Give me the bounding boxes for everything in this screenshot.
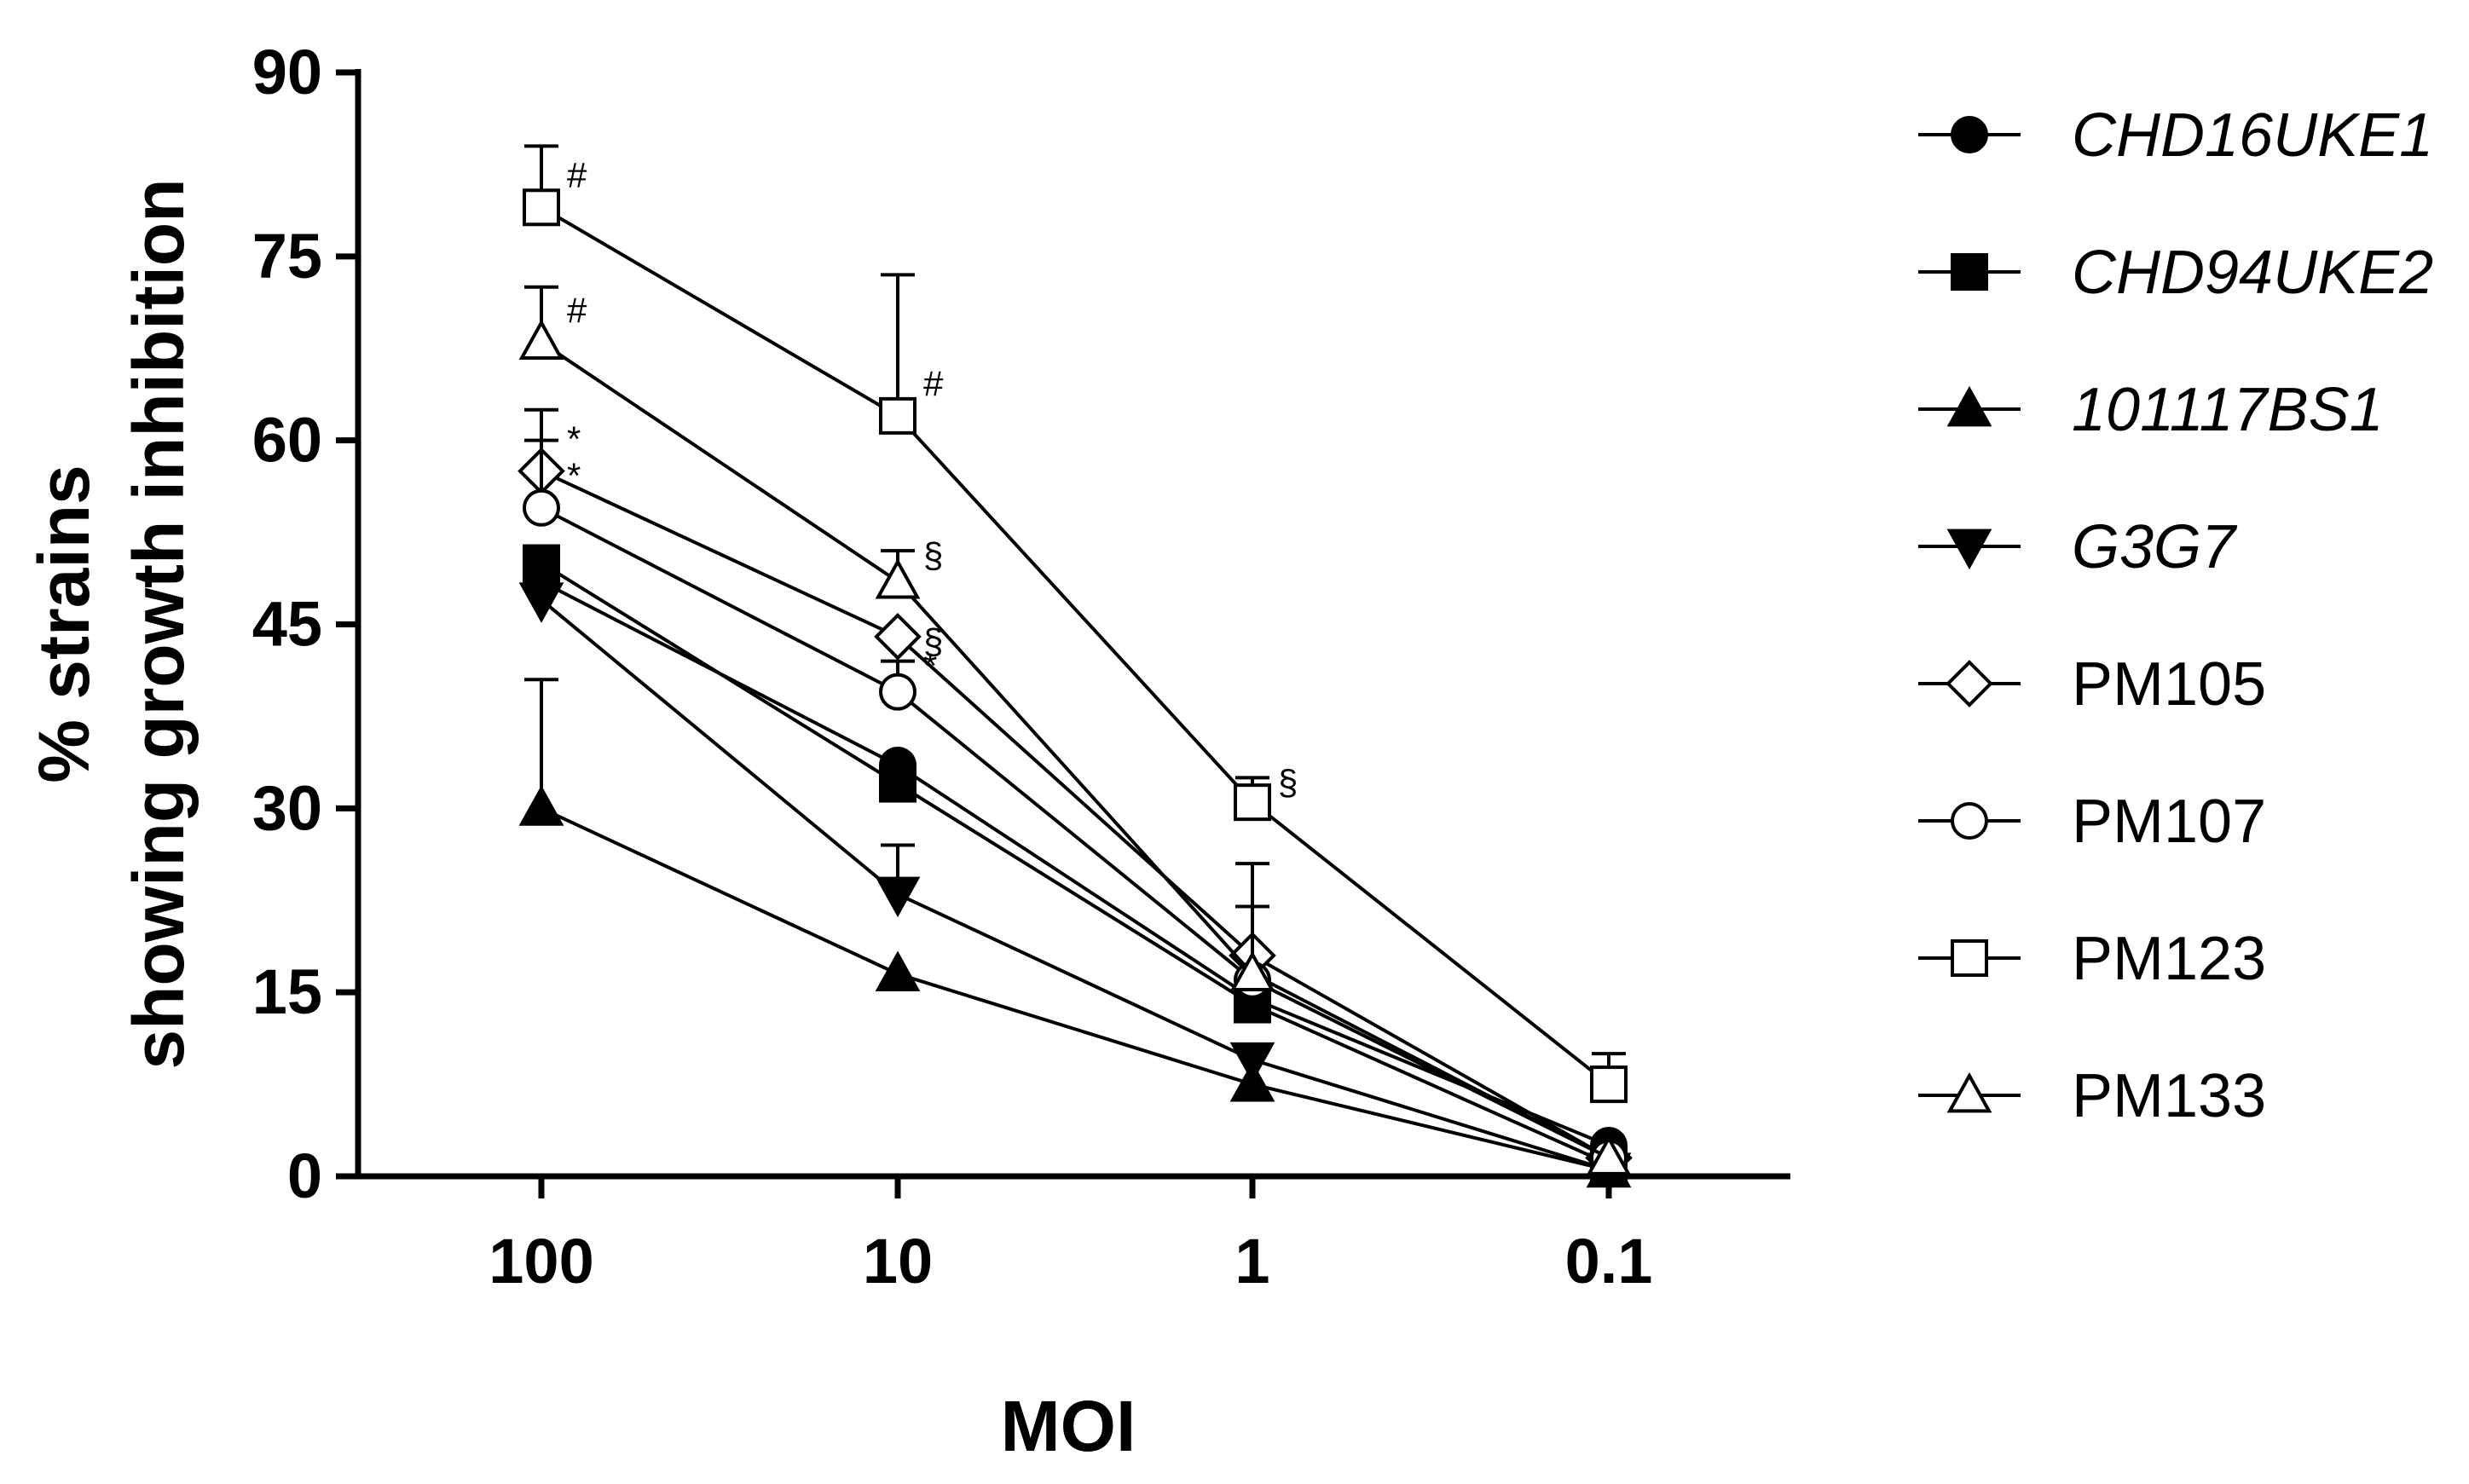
legend-marker — [1951, 939, 1988, 977]
data-point — [518, 785, 564, 826]
x-tick-label: 0.1 — [1565, 1226, 1653, 1296]
data-point — [874, 613, 922, 661]
data-point — [875, 876, 921, 918]
data-point — [875, 950, 921, 991]
data-point — [879, 396, 916, 435]
legend-marker — [1946, 528, 1992, 570]
axes: 0 15 30 45 60 75 90 100 10 1 0.1 — [252, 37, 1790, 1296]
legend-marker — [1946, 1071, 1992, 1113]
y-tick-label: 45 — [252, 589, 322, 660]
annotation-label: § — [923, 535, 943, 575]
annotation-label: § — [1278, 762, 1298, 802]
legend-label: PM105 — [2072, 650, 2266, 719]
y-axis-title-line-2: showing growth inhibition — [119, 178, 199, 1069]
annotation-label: * — [567, 456, 581, 496]
legend-marker — [1951, 253, 1988, 291]
legend-label: 101117BS1 — [2072, 376, 2384, 444]
data-point — [518, 319, 564, 360]
legend: CHD16UKE1 CHD94UKE2 101117BS1 G3G7 PM105 PM10… — [1918, 101, 2433, 1130]
series-pm105: *§ — [518, 407, 1633, 1182]
series-101117bs1 — [518, 678, 1632, 1188]
y-tick-label: 75 — [252, 221, 322, 292]
annotation-label: # — [567, 155, 587, 195]
series-pm133: #§ — [518, 285, 1632, 1175]
legend-marker — [1951, 802, 1988, 840]
series-pm107: ** — [523, 438, 1628, 1177]
legend-item-101117bs1: 101117BS1 — [1918, 376, 2384, 444]
series-pm123: # # § — [523, 144, 1628, 1104]
data-point — [518, 582, 564, 623]
data-point — [875, 558, 921, 599]
data-point — [879, 765, 916, 803]
x-tick-label: 10 — [863, 1226, 933, 1296]
annotation-label: * — [567, 419, 581, 459]
series-line — [541, 469, 1610, 1160]
legend-item-pm123: PM123 — [1918, 925, 2266, 993]
series-line — [540, 598, 1610, 1172]
legend-marker — [1946, 385, 1992, 427]
legend-label: G3G7 — [2072, 513, 2238, 581]
y-tick-label: 30 — [252, 772, 322, 843]
data-point — [523, 544, 560, 582]
legend-label: CHD16UKE1 — [2072, 101, 2433, 170]
annotation-label: * — [923, 646, 937, 686]
legend-item-g3g7: G3G7 — [1918, 513, 2238, 581]
series-line — [540, 561, 1610, 1166]
x-tick-label: 100 — [489, 1226, 593, 1296]
legend-label: PM133 — [2072, 1062, 2266, 1130]
y-tick-label: 0 — [287, 1140, 322, 1211]
y-tick-label: 90 — [252, 37, 322, 107]
legend-label: CHD94UKE2 — [2072, 239, 2433, 307]
series-line — [540, 340, 1610, 1160]
data-point — [1229, 950, 1275, 991]
annotation-label: # — [923, 364, 944, 404]
legend-marker — [1946, 660, 1993, 707]
y-tick-label: 60 — [252, 405, 322, 476]
legend-item-pm133: PM133 — [1918, 1062, 2266, 1130]
y-tick-label: 15 — [252, 956, 322, 1027]
legend-item-pm107: PM107 — [1918, 788, 2266, 856]
data-point — [1590, 1065, 1628, 1104]
data-point — [523, 488, 560, 527]
series-line — [540, 205, 1610, 1086]
data-point — [879, 673, 916, 711]
legend-label: PM107 — [2072, 788, 2266, 856]
series-layer: *§**##§#§ — [518, 144, 1633, 1193]
series-line — [541, 506, 1610, 1160]
data-point — [523, 188, 560, 227]
annotation-label: # — [567, 290, 587, 330]
annotation-label: § — [923, 621, 943, 661]
data-point — [1229, 1042, 1275, 1083]
legend-item-pm105: PM105 — [1918, 650, 2266, 719]
legend-label: PM123 — [2072, 925, 2266, 993]
x-axis-title: MOI — [1001, 1386, 1136, 1466]
data-point — [1234, 783, 1271, 822]
legend-marker — [1951, 116, 1988, 153]
y-axis-title-line-1: % strains — [24, 465, 104, 783]
data-point — [1586, 1135, 1632, 1175]
series-line — [541, 580, 1610, 1147]
legend-item-chd94uke2: CHD94UKE2 — [1918, 239, 2433, 307]
x-tick-label: 1 — [1234, 1226, 1269, 1296]
legend-item-chd16uke1: CHD16UKE1 — [1918, 101, 2433, 170]
series-line — [541, 806, 1610, 1172]
